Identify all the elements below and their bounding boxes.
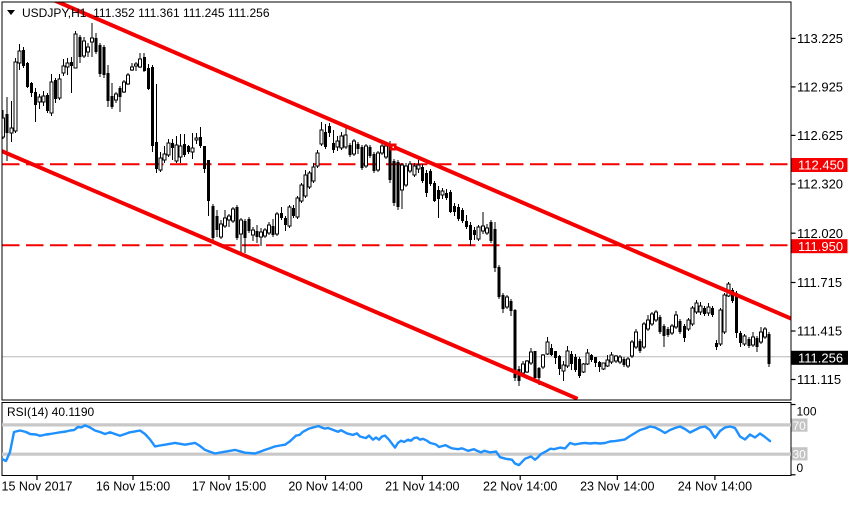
svg-text:USDJPY,H1 111.352 111.361 111: USDJPY,H1 111.352 111.361 111.245 111.25… (22, 6, 270, 20)
svg-text:111.950: 111.950 (798, 239, 843, 254)
svg-text:16 Nov 15:00: 16 Nov 15:00 (96, 480, 170, 494)
svg-text:112.320: 112.320 (797, 177, 843, 192)
svg-text:111.256: 111.256 (798, 351, 843, 366)
svg-text:0: 0 (797, 461, 804, 475)
svg-text:113.225: 113.225 (797, 31, 843, 46)
svg-text:112.925: 112.925 (797, 80, 843, 95)
svg-text:111.115: 111.115 (797, 372, 841, 387)
svg-text:21 Nov 14:00: 21 Nov 14:00 (385, 480, 459, 494)
svg-text:30: 30 (793, 448, 807, 462)
svg-text:15 Nov 2017: 15 Nov 2017 (2, 480, 73, 494)
svg-text:23 Nov 14:00: 23 Nov 14:00 (580, 480, 654, 494)
svg-text:20 Nov 14:00: 20 Nov 14:00 (288, 480, 362, 494)
svg-text:100: 100 (797, 404, 817, 418)
svg-text:17 Nov 15:00: 17 Nov 15:00 (192, 480, 266, 494)
svg-text:111.715: 111.715 (797, 275, 842, 290)
svg-text:112.450: 112.450 (798, 158, 844, 173)
svg-text:70: 70 (793, 419, 807, 433)
svg-text:112.020: 112.020 (797, 226, 843, 241)
svg-text:22 Nov 14:00: 22 Nov 14:00 (483, 480, 557, 494)
svg-text:111.415: 111.415 (797, 324, 842, 339)
svg-text:RSI(14) 40.1190: RSI(14) 40.1190 (7, 405, 94, 419)
svg-text:24 Nov 14:00: 24 Nov 14:00 (678, 480, 752, 494)
svg-text:112.625: 112.625 (797, 128, 843, 143)
